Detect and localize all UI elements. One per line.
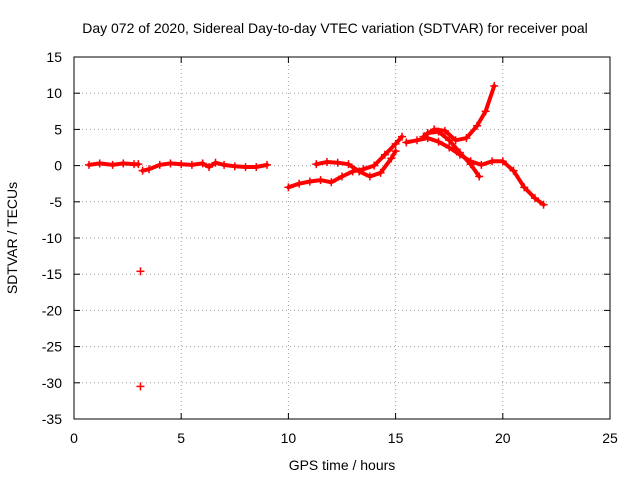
data-point (413, 136, 422, 145)
x-tick-label: 10 (281, 430, 297, 446)
y-tick-label: 5 (54, 121, 62, 137)
axis-ticks (73, 56, 611, 420)
y-tick-label: 15 (46, 49, 62, 65)
data-point (402, 138, 411, 147)
data-point (155, 160, 164, 169)
data-point (138, 166, 147, 175)
data-point (85, 160, 94, 169)
data-point (466, 160, 475, 169)
data-point (387, 154, 396, 163)
data-point (305, 177, 314, 186)
data-point (509, 166, 518, 175)
data-point (445, 136, 454, 145)
data-point (391, 139, 400, 148)
data-point (423, 129, 432, 138)
x-tick-label: 5 (177, 430, 185, 446)
data-point (262, 160, 271, 169)
y-tick-label: -5 (50, 194, 63, 210)
data-point (398, 132, 407, 141)
data-point (355, 167, 364, 176)
data-point (198, 159, 207, 168)
y-tick-label: -20 (42, 302, 62, 318)
data-point (145, 165, 154, 174)
data-point (119, 159, 128, 168)
outlier-point (136, 267, 145, 276)
x-tick-label: 15 (388, 430, 404, 446)
x-axis-label: GPS time / hours (289, 457, 396, 473)
data-point (322, 157, 331, 166)
data-point (380, 150, 389, 159)
data-point (241, 163, 250, 172)
data-point (370, 161, 379, 170)
x-tick-labels: 0 5 10 15 20 25 (70, 430, 618, 446)
x-tick-label: 20 (495, 430, 511, 446)
y-tick-label: -25 (42, 339, 62, 355)
data-point (391, 147, 400, 156)
data-point (177, 160, 186, 169)
y-axis-label: SDTVAR / TECUs (4, 182, 20, 294)
data-point (477, 160, 486, 169)
outlier-point (136, 382, 145, 391)
data-point (344, 160, 353, 169)
data-point (473, 121, 482, 130)
data-point (462, 134, 471, 143)
data-point (327, 178, 336, 187)
data-point (316, 176, 325, 185)
data-point (108, 160, 117, 169)
data-point (520, 183, 529, 192)
chart-title: Day 072 of 2020, Sidereal Day-to-day VTE… (82, 20, 588, 36)
data-point (252, 163, 261, 172)
data-point (230, 162, 239, 171)
data-point (498, 157, 507, 166)
data-point (455, 148, 464, 157)
x-tick-label: 0 (70, 430, 78, 446)
data-point (211, 158, 220, 167)
y-tick-labels: 15 10 5 0 -5 -10 -15 -20 -25 -30 -35 (42, 49, 62, 427)
y-tick-label: 0 (54, 158, 62, 174)
data-point (220, 160, 229, 169)
data-point (434, 137, 443, 146)
data-point (187, 160, 196, 169)
data-point (295, 179, 304, 188)
outlier-points (136, 267, 145, 391)
data-point (530, 194, 539, 203)
grid (74, 57, 610, 419)
y-tick-label: -10 (42, 230, 62, 246)
y-tick-label: -30 (42, 375, 62, 391)
data-point (166, 159, 175, 168)
data-point (365, 172, 374, 181)
y-tick-label: -15 (42, 266, 62, 282)
data-point (312, 160, 321, 169)
y-tick-label: 10 (46, 85, 62, 101)
data-point (205, 163, 214, 172)
y-tick-label: -35 (42, 411, 62, 427)
data-series (85, 81, 548, 209)
data-point (481, 107, 490, 116)
data-point (419, 132, 428, 141)
data-point (475, 172, 484, 181)
data-point (284, 183, 293, 192)
data-point (488, 157, 497, 166)
data-point (333, 158, 342, 167)
data-point (445, 143, 454, 152)
data-point (539, 200, 548, 209)
data-point (376, 168, 385, 177)
data-point (95, 159, 104, 168)
x-tick-label: 25 (602, 430, 618, 446)
data-point (134, 160, 143, 169)
data-point (490, 81, 499, 90)
data-point (434, 127, 443, 136)
data-point (338, 172, 346, 181)
